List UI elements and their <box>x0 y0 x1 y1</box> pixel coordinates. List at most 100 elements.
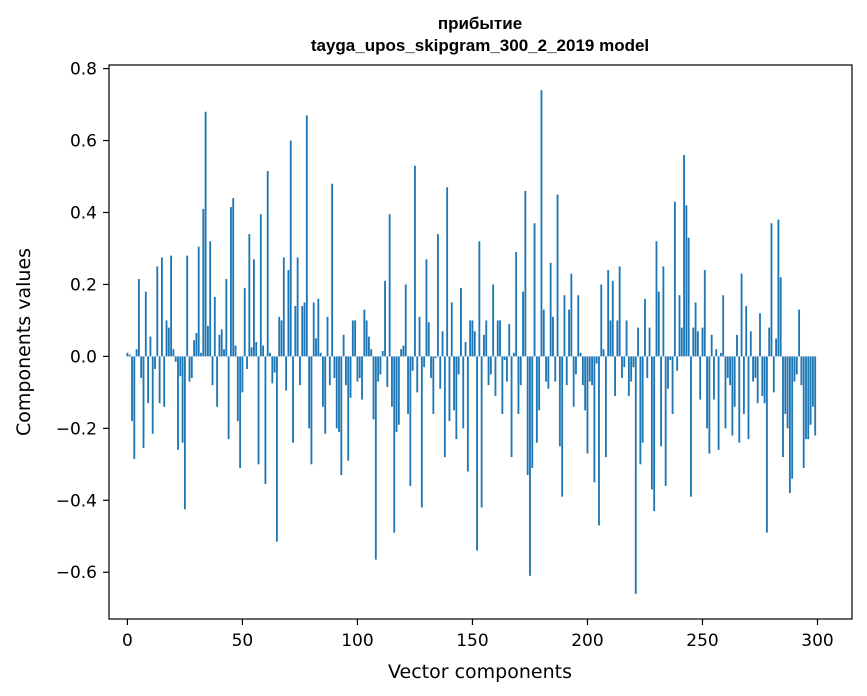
bar-139 <box>446 187 449 357</box>
bar-60 <box>264 356 267 485</box>
bar-109 <box>377 356 380 382</box>
bar-238 <box>673 201 676 357</box>
bar-49 <box>239 356 242 468</box>
bar-179 <box>538 356 541 411</box>
bar-13 <box>156 266 159 357</box>
bar-267 <box>740 273 743 357</box>
bar-191 <box>565 356 568 386</box>
bar-160 <box>494 356 497 396</box>
bar-63 <box>271 356 274 384</box>
bar-172 <box>522 291 524 357</box>
bar-288 <box>788 356 791 494</box>
bar-157 <box>487 356 490 386</box>
bar-265 <box>736 334 738 357</box>
bar-55 <box>253 259 255 357</box>
bar-129 <box>423 356 426 368</box>
y-axis-ticks: −0.6 −0.4 −0.2 0.0 0.2 0.4 0.6 0.8 <box>56 60 109 583</box>
bar-114 <box>388 214 391 357</box>
bar-34 <box>204 111 207 357</box>
bar-161 <box>496 320 499 357</box>
bar-208 <box>604 356 607 458</box>
bar-212 <box>614 356 616 396</box>
bar-277 <box>763 356 766 404</box>
bar-0 <box>126 352 129 357</box>
bar-156 <box>485 320 488 357</box>
bar-167 <box>510 356 513 458</box>
bar-20 <box>172 349 175 357</box>
bar-219 <box>630 356 633 382</box>
bar-56 <box>255 342 258 357</box>
bar-90 <box>333 356 336 378</box>
bar-47 <box>234 345 237 357</box>
bar-17 <box>165 320 168 357</box>
bar-100 <box>356 356 359 382</box>
bar-263 <box>731 356 734 436</box>
y-tick-label: 0.0 <box>70 347 97 367</box>
bar-259 <box>722 295 725 357</box>
bar-189 <box>561 356 564 497</box>
bar-15 <box>160 257 163 357</box>
bar-61 <box>266 171 269 357</box>
bar-175 <box>529 356 531 576</box>
bar-229 <box>653 356 656 512</box>
bar-104 <box>365 320 368 357</box>
bar-207 <box>602 349 605 357</box>
bar-1 <box>128 354 131 357</box>
bar-251 <box>703 270 706 357</box>
bar-248 <box>696 331 699 357</box>
bar-177 <box>533 223 536 357</box>
bar-155 <box>483 334 485 357</box>
bar-185 <box>552 316 554 357</box>
bar-211 <box>611 280 614 357</box>
bar-200 <box>586 356 589 454</box>
bar-243 <box>685 205 688 357</box>
bar-271 <box>749 331 752 357</box>
bar-170 <box>517 356 520 414</box>
bar-206 <box>600 284 603 357</box>
bar-199 <box>584 356 587 411</box>
bar-176 <box>531 356 534 468</box>
bar-85 <box>322 356 324 407</box>
bar-252 <box>706 356 708 429</box>
bar-93 <box>340 356 343 476</box>
bar-159 <box>492 284 495 357</box>
bar-115 <box>391 356 393 407</box>
bar-228 <box>650 356 653 490</box>
bar-8 <box>144 291 147 357</box>
bar-296 <box>807 356 810 440</box>
bar-81 <box>312 302 315 357</box>
bar-71 <box>289 140 292 357</box>
bar-24 <box>181 356 184 443</box>
bar-18 <box>167 327 170 357</box>
bar-216 <box>623 356 626 368</box>
bar-246 <box>692 327 695 357</box>
bar-117 <box>395 356 398 432</box>
bar-151 <box>473 331 476 357</box>
bar-237 <box>671 356 674 414</box>
chart-subtitle: tayga_upos_skipgram_300_2_2019 model <box>311 36 649 55</box>
bar-101 <box>358 356 361 378</box>
bar-205 <box>598 356 600 526</box>
bar-39 <box>216 356 219 407</box>
bar-203 <box>593 356 596 483</box>
bar-7 <box>142 356 145 449</box>
bar-188 <box>558 356 561 447</box>
bar-31 <box>197 246 200 357</box>
bar-51 <box>243 288 246 357</box>
bar-241 <box>680 327 683 357</box>
bar-37 <box>211 356 214 386</box>
plot-frame <box>108 64 853 620</box>
bar-143 <box>455 356 458 440</box>
bar-295 <box>805 356 807 440</box>
bar-130 <box>425 259 428 357</box>
bar-137 <box>441 331 444 357</box>
bar-79 <box>308 356 311 429</box>
chart-title: прибытие <box>438 14 522 33</box>
bar-96 <box>347 356 350 461</box>
bar-141 <box>450 302 453 357</box>
bar-5 <box>137 279 140 357</box>
x-tick-label: 300 <box>801 631 833 651</box>
bar-286 <box>784 356 787 414</box>
bar-82 <box>315 338 317 357</box>
bar-94 <box>342 334 345 357</box>
